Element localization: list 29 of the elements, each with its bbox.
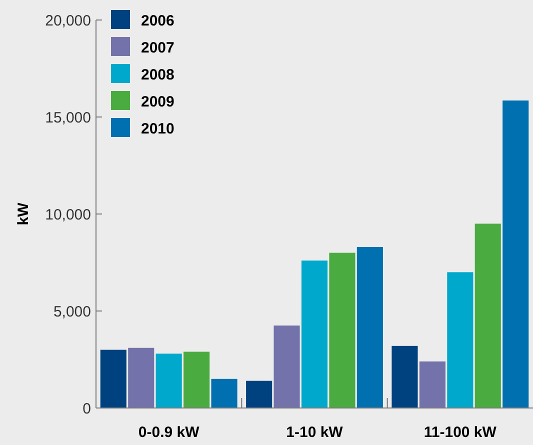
- bar: [301, 260, 328, 408]
- x-tick-label: 0-0.9 kW: [138, 424, 200, 441]
- y-tick-label: 10,000: [45, 206, 91, 224]
- y-tick-label: 0: [82, 400, 91, 418]
- bar: [474, 224, 501, 408]
- bar: [419, 361, 446, 408]
- bar: [356, 246, 383, 408]
- y-tick-label: 5,000: [53, 303, 91, 320]
- bar: [128, 348, 154, 408]
- bar: [100, 350, 126, 408]
- bar: [329, 252, 356, 408]
- legend-label: 2006: [141, 12, 174, 30]
- bar: [156, 354, 182, 408]
- legend-label: 2008: [141, 66, 174, 84]
- bar: [392, 346, 418, 408]
- bar: [184, 352, 210, 408]
- bar: [274, 326, 300, 408]
- bar: [502, 100, 529, 408]
- x-tick-label: 1-10 kW: [286, 424, 344, 441]
- legend-label: 2010: [141, 120, 174, 138]
- bar: [211, 378, 238, 408]
- y-tick-label: 15,000: [45, 109, 91, 126]
- bar: [447, 272, 474, 408]
- legend-label: 2009: [141, 93, 174, 110]
- y-axis-title: kW: [15, 202, 32, 226]
- legend-label: 2007: [141, 39, 174, 56]
- y-tick-label: 20,000: [45, 12, 91, 30]
- x-tick-label: 11-100 kW: [424, 424, 498, 441]
- bar: [246, 380, 272, 408]
